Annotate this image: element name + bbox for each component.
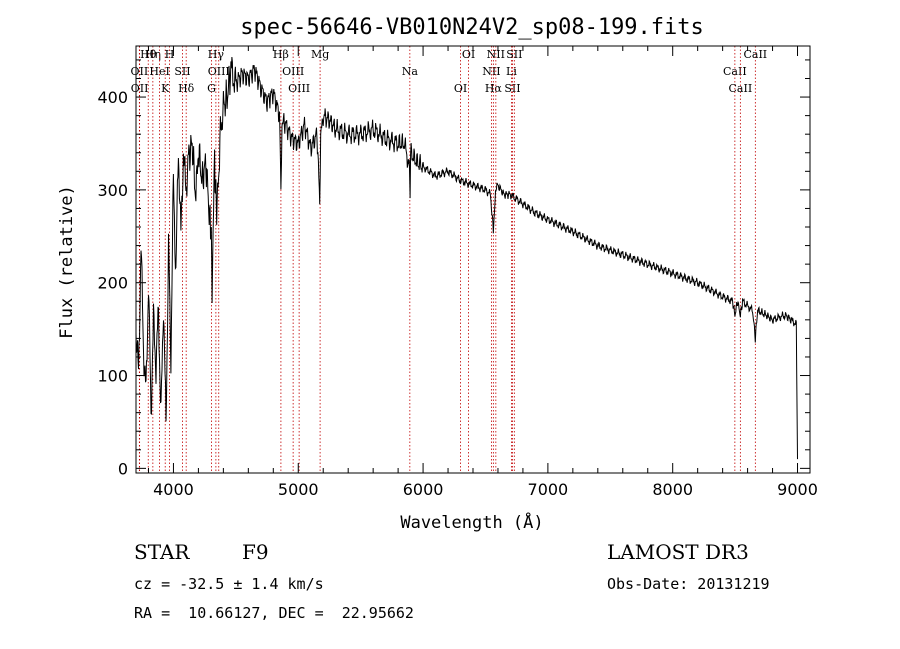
x-tick-label: 4000 [153, 480, 194, 499]
chart-title: spec-56646-VB010N24V2_sp08-199.fits [240, 15, 704, 40]
spectral-line-label: Hγ [208, 48, 225, 61]
spectral-line-label: K [161, 82, 170, 95]
y-tick-label: 0 [118, 459, 128, 478]
axis-ticks: 4000 5000 6000 7000 8000 9000 0 100 200 300 400 [97, 46, 818, 499]
spectral-line-label: Hα [485, 82, 503, 95]
x-tick-label: 5000 [278, 480, 319, 499]
y-tick-label: 100 [97, 367, 128, 386]
spectral-line-label: SII [506, 48, 522, 61]
spectral-line-label: H [165, 48, 175, 61]
spectral-line-label: OIII [208, 65, 230, 78]
spectral-line-label: CaII [729, 82, 753, 95]
spectral-line-label: Hη [145, 48, 161, 61]
spectral-line-label: HeI [149, 65, 169, 78]
y-tick-label: 300 [97, 181, 128, 200]
y-tick-label: 400 [97, 88, 128, 107]
plot-frame [135, 45, 811, 474]
spectral-line-label: OII [131, 82, 149, 95]
spectrum-series [135, 56, 798, 460]
spectral-line-label: OI [462, 48, 475, 61]
object-subclass: F9 [242, 540, 269, 564]
spectral-line-label: OIII [282, 65, 304, 78]
spectral-line-label: Hδ [178, 82, 195, 95]
spectral-line-label: NII [482, 65, 500, 78]
x-tick-label: 7000 [528, 480, 569, 499]
spectrum-line [135, 56, 798, 460]
x-tick-label: 6000 [403, 480, 444, 499]
spectral-line-markers: HθOIIOIIHηHeIKHSIIHδHγOIIIGHβOIIIOIIIMgN… [131, 46, 767, 473]
spectral-line-label: CaII [723, 65, 747, 78]
y-axis-label: Flux (relative) [57, 185, 77, 339]
spectral-line-label: G [207, 82, 216, 95]
spectral-line-label: CaII [743, 48, 767, 61]
x-tick-label: 8000 [652, 480, 693, 499]
coords-text: RA = 10.66127, DEC = 22.95662 [134, 604, 414, 622]
survey-name: LAMOST DR3 [607, 540, 749, 564]
spectral-line-label: Na [402, 65, 419, 78]
object-class: STAR [134, 540, 190, 564]
x-tick-label: 9000 [777, 480, 818, 499]
spectral-line-label: OI [454, 82, 467, 95]
y-tick-label: 200 [97, 274, 128, 293]
spectral-line-label: NII [487, 48, 505, 61]
redshift-text: cz = -32.5 ± 1.4 km/s [134, 575, 324, 593]
spectral-line-label: Li [506, 65, 517, 78]
spectral-line-label: SII [504, 82, 520, 95]
x-axis-label: Wavelength (Å) [400, 511, 543, 533]
obs-date-text: Obs-Date: 20131219 [607, 575, 770, 593]
spectral-line-label: Hβ [273, 48, 289, 61]
spectral-line-label: Mg [311, 48, 329, 61]
spectral-line-label: OIII [288, 82, 310, 95]
spectral-line-label: SII [174, 65, 190, 78]
